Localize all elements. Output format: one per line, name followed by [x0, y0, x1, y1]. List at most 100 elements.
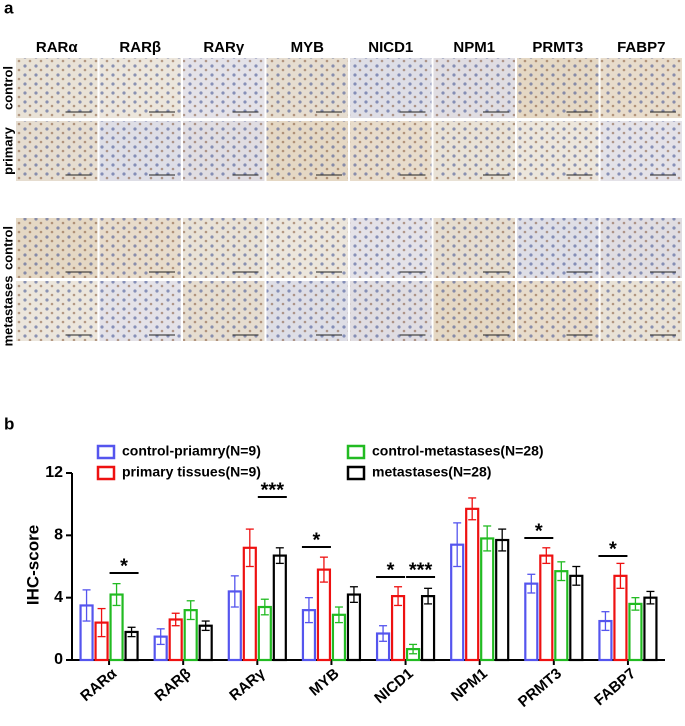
significance-label: * — [313, 529, 321, 551]
row-label: control — [0, 66, 15, 110]
bar — [598, 619, 613, 662]
bar — [124, 630, 139, 662]
column-header: RARα — [36, 39, 78, 56]
bar — [613, 574, 628, 662]
x-tick-label: RARα — [77, 665, 120, 705]
micrograph-texture — [16, 121, 98, 181]
column-header: RARβ — [119, 39, 161, 56]
bar — [153, 635, 168, 662]
significance-label: *** — [409, 559, 433, 581]
bar — [346, 593, 362, 662]
bar — [272, 554, 287, 662]
micrograph-texture — [433, 281, 515, 341]
micrograph-texture — [350, 281, 432, 341]
x-tick-label: MYB — [306, 665, 343, 700]
bar — [420, 595, 436, 662]
y-axis-label: IHC-score — [23, 525, 42, 605]
column-header: RARγ — [203, 39, 244, 56]
micrograph-texture — [99, 218, 181, 278]
micrograph-texture — [183, 281, 265, 341]
micrograph-texture — [350, 218, 432, 278]
bar — [301, 609, 317, 662]
bar — [524, 582, 539, 662]
legend-swatch — [346, 465, 366, 481]
legend-swatch — [96, 444, 116, 460]
significance-label: *** — [261, 479, 285, 501]
micrograph-texture — [99, 58, 181, 118]
micrograph-texture — [16, 281, 98, 341]
micrograph-texture — [517, 121, 599, 181]
bar — [569, 574, 584, 662]
significance-label: * — [120, 555, 128, 577]
micrograph-texture — [99, 121, 181, 181]
micrograph-texture — [183, 218, 265, 278]
micrograph-texture — [183, 58, 265, 118]
micrograph-texture — [350, 58, 432, 118]
micrograph-texture — [433, 58, 515, 118]
bar — [480, 537, 495, 662]
x-tick-label: NPM1 — [448, 665, 491, 705]
bar — [94, 621, 109, 662]
bar — [405, 647, 421, 662]
legend-label: control-priamry(N=9) — [122, 443, 261, 459]
micrograph-texture — [517, 58, 599, 118]
column-header: NICD1 — [368, 39, 413, 56]
significance-label: * — [609, 538, 617, 560]
row-label: control — [0, 226, 15, 270]
bar — [390, 595, 406, 662]
micrograph-texture — [433, 218, 515, 278]
legend-swatch — [346, 444, 366, 460]
micrograph-texture — [16, 218, 98, 278]
micrograph-texture — [600, 121, 682, 181]
significance-label: * — [387, 559, 395, 581]
bar — [242, 546, 257, 662]
micrograph-texture — [266, 58, 348, 118]
x-tick-label: RARγ — [226, 665, 269, 705]
y-tick-label: 12 — [45, 464, 63, 481]
micrograph-texture — [600, 58, 682, 118]
bar — [316, 568, 332, 662]
legend-label: control-metastases(N=28) — [372, 443, 544, 459]
x-tick-label: NICD1 — [371, 665, 416, 707]
bar — [183, 609, 198, 662]
x-tick-label: FABP7 — [591, 665, 639, 709]
bar — [257, 605, 272, 662]
bar — [375, 632, 391, 662]
column-header: PRMT3 — [532, 39, 583, 56]
legend-label: metastases(N=28) — [372, 464, 491, 480]
micrograph-texture — [266, 281, 348, 341]
column-header: NPM1 — [453, 39, 495, 56]
bar — [109, 593, 124, 662]
bar — [198, 624, 213, 662]
micrograph-texture — [99, 281, 181, 341]
significance-label: * — [535, 520, 543, 542]
column-header: MYB — [291, 39, 325, 56]
column-header: FABP7 — [617, 39, 665, 56]
micrograph-texture — [266, 218, 348, 278]
row-label: primary — [0, 126, 15, 174]
bar — [79, 604, 94, 662]
x-tick-label: RARβ — [151, 665, 194, 705]
bar — [450, 543, 465, 662]
bar — [465, 507, 480, 662]
bar — [628, 602, 643, 662]
micrograph-texture — [266, 121, 348, 181]
bar — [331, 613, 347, 662]
y-tick-label: 4 — [54, 589, 63, 606]
micrograph-texture — [517, 281, 599, 341]
micrograph-texture — [350, 121, 432, 181]
bar — [168, 618, 183, 662]
bar — [539, 554, 554, 662]
micrograph-texture — [433, 121, 515, 181]
micrograph-texture — [600, 218, 682, 278]
legend-swatch — [96, 465, 116, 481]
x-tick-label: PRMT3 — [515, 665, 565, 711]
bar — [554, 570, 569, 662]
micrograph-texture — [517, 218, 599, 278]
legend-label: primary tissues(N=9) — [122, 464, 261, 480]
bar — [227, 590, 242, 662]
bar — [643, 596, 658, 662]
y-tick-label: 0 — [54, 651, 63, 668]
panel-label: b — [4, 414, 14, 433]
